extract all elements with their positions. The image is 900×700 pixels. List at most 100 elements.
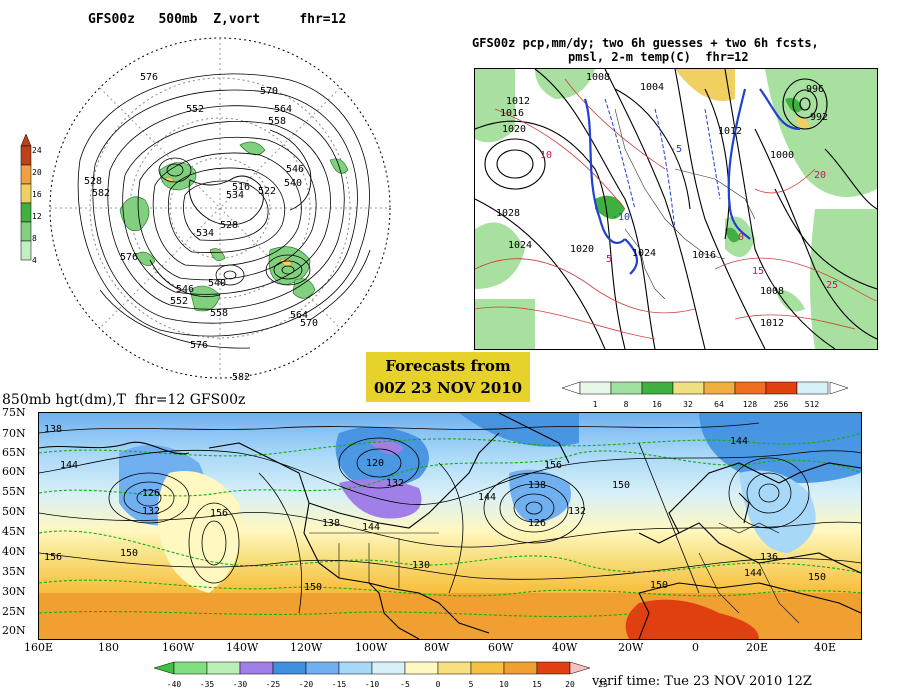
colorbar-swatch xyxy=(20,145,32,166)
forecast-line1: Forecasts from xyxy=(385,357,511,375)
colorbar-swatch xyxy=(765,381,798,395)
height-label: 150 xyxy=(650,580,669,591)
colorbar-swatch xyxy=(305,661,340,675)
height-label: 130 xyxy=(412,560,431,571)
isobar-label: 1024 xyxy=(508,240,533,251)
colorbar-swatch xyxy=(404,661,439,675)
contour-label: 546 xyxy=(176,284,195,295)
colorbar-tick-label: -35 xyxy=(199,680,215,689)
colorbar-tick-label: 8 xyxy=(623,400,629,409)
colorbar-swatch xyxy=(641,381,674,395)
temp-label: 15 xyxy=(752,266,765,277)
lon-label: 40W xyxy=(552,641,578,654)
isobar-label: 1020 xyxy=(502,124,527,135)
precip-map-title-line2: pmsl, 2-m temp(C) fhr=12 xyxy=(568,50,749,64)
colorbar-tick-label: 32 xyxy=(683,400,693,409)
vorticity-tick: 12 xyxy=(32,212,42,221)
colorbar-swatch xyxy=(734,381,767,395)
contour-label: 546 xyxy=(286,164,305,175)
colorbar-swatch xyxy=(338,661,373,675)
lon-label: 140W xyxy=(226,641,259,654)
contour-label: 570 xyxy=(260,86,279,97)
isobar-label: 996 xyxy=(806,84,825,95)
colorbar-tick-label: 5 xyxy=(468,680,474,689)
temp-label: 10 xyxy=(540,150,553,161)
lon-label: 160E xyxy=(24,641,54,654)
temp-label: 5 xyxy=(606,254,613,265)
height-label: 156 xyxy=(210,508,229,519)
colorbar-tick-label: 256 xyxy=(773,400,789,409)
colorbar-swatch xyxy=(579,381,612,395)
isobar-label: 1020 xyxy=(570,244,595,255)
height-label: 120 xyxy=(366,458,385,469)
isobar-label: 1008 xyxy=(586,72,611,83)
colorbar-tick-label: 0 xyxy=(435,680,441,689)
colorbar-swatch xyxy=(272,661,307,675)
colorbar-swatch xyxy=(672,381,705,395)
polar-500mb-map xyxy=(40,30,400,385)
colorbar-swatch xyxy=(371,661,406,675)
colorbar-swatch xyxy=(173,661,208,675)
lon-label: 40E xyxy=(814,641,837,654)
colorbar-swatch xyxy=(437,661,472,675)
height-label: 136 xyxy=(760,552,779,563)
vorticity-tick: 8 xyxy=(32,234,37,243)
colorbar-tick-label: 25 xyxy=(598,680,608,689)
colorbar-tick-label: 16 xyxy=(652,400,662,409)
forecast-init-box: Forecasts from 00Z 23 NOV 2010 xyxy=(366,352,530,402)
temperature-colorbar: -40 -35 -30 -25 -20 -15 -10 -5 0 5 10 15 20 25 xyxy=(152,660,608,690)
isobar-label: 1016 xyxy=(500,108,525,119)
height-label: 126 xyxy=(142,488,161,499)
colorbar-tick-label: -15 xyxy=(331,680,347,689)
colorbar-tick-label: 128 xyxy=(742,400,758,409)
colorbar-tick-label: 10 xyxy=(499,680,509,689)
colorbar-tick-label: -30 xyxy=(232,680,248,689)
colorbar-swatch xyxy=(503,661,538,675)
contour-label: 552 xyxy=(186,104,205,115)
precip-map-title-line1: GFS00z pcp,mm/dy; two 6h guesses + two 6… xyxy=(472,36,819,50)
colorbar-tick-label: -25 xyxy=(265,680,281,689)
colorbar-swatch xyxy=(206,661,241,675)
colorbar-swatch xyxy=(20,183,32,204)
contour-label: 576 xyxy=(120,252,139,263)
lon-label: 120W xyxy=(290,641,323,654)
vorticity-tick: 20 xyxy=(32,168,42,177)
isobar-label: 1028 xyxy=(496,208,521,219)
lat-label: 75N xyxy=(2,406,26,419)
colorbar-swatch xyxy=(20,240,32,261)
height-label: 156 xyxy=(44,552,63,563)
forecast-line2: 00Z 23 NOV 2010 xyxy=(373,379,523,397)
colorbar-swatch xyxy=(20,164,32,185)
vorticity-tick: 24 xyxy=(32,146,42,155)
contour-label: 576 xyxy=(140,72,159,83)
isobar-label: 1012 xyxy=(718,126,743,137)
vorticity-tick: 4 xyxy=(32,256,37,265)
colorbar-swatch xyxy=(239,661,274,675)
colorbar-swatch xyxy=(20,221,32,242)
contour-label: 582 xyxy=(92,188,111,199)
lat-label: 20N xyxy=(2,624,26,637)
isobar-label: 1012 xyxy=(760,318,785,329)
isobar-label: 992 xyxy=(810,112,829,123)
contour-label: 552 xyxy=(170,296,189,307)
height-label: 156 xyxy=(544,460,563,471)
colorbar-tick-label: -10 xyxy=(364,680,380,689)
precip-pmsl-map xyxy=(474,68,878,350)
height-label: 150 xyxy=(304,582,323,593)
colorbar-tick-label: -40 xyxy=(166,680,182,689)
lon-label: 80W xyxy=(424,641,450,654)
lon-label: 0 xyxy=(692,641,699,654)
height-label: 126 xyxy=(528,518,547,529)
height-label: 150 xyxy=(612,480,631,491)
height-label: 138 xyxy=(322,518,341,529)
contour-label: 564 xyxy=(274,104,293,115)
height-label: 150 xyxy=(120,548,139,559)
colorbar-swatch xyxy=(536,661,571,675)
contour-label: 576 xyxy=(190,340,209,351)
temp-label: 25 xyxy=(826,280,839,291)
isobar-label: 1024 xyxy=(632,248,657,259)
contour-label: 528 xyxy=(220,220,239,231)
contour-label: 534 xyxy=(226,190,245,201)
lat-label: 50N xyxy=(2,505,26,518)
height-label: 132 xyxy=(386,478,405,489)
